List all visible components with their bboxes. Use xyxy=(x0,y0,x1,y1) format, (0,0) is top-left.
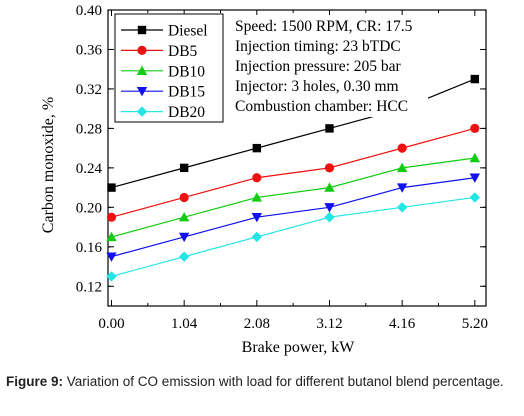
series-db15 xyxy=(106,173,481,262)
data-point-db20 xyxy=(469,192,481,203)
data-point-db5 xyxy=(397,143,407,153)
conditions-annotation: Speed: 1500 RPM, CR: 17.5 Injection timin… xyxy=(232,15,428,117)
data-point-db10 xyxy=(324,182,335,192)
series-layer xyxy=(106,74,481,282)
data-point-db10 xyxy=(251,192,263,202)
legend-label-db20: DB20 xyxy=(168,104,205,121)
data-point-db20 xyxy=(178,251,190,262)
data-point-db15 xyxy=(106,252,117,262)
y-tick-label: 0.32 xyxy=(76,82,102,98)
legend-marker-db5 xyxy=(137,45,147,56)
data-point-diesel xyxy=(179,163,189,173)
x-tick-label: 3.12 xyxy=(316,316,342,332)
legend-label-db15: DB15 xyxy=(168,84,205,101)
legend-label-db10: DB10 xyxy=(168,63,205,80)
data-point-db5 xyxy=(179,192,189,203)
x-axis: 0.00 1.04 2.08 3.12 4.16 5.20 xyxy=(98,10,488,332)
data-point-db15 xyxy=(178,232,190,243)
y-tick-label: 0.40 xyxy=(76,3,102,19)
legend-marker-diesel xyxy=(137,25,147,35)
data-point-db15 xyxy=(324,203,335,213)
y-tick-label: 0.28 xyxy=(76,121,102,137)
series-line-db10 xyxy=(111,157,475,238)
series-line-db20 xyxy=(111,196,475,277)
data-point-db20 xyxy=(324,212,335,223)
legend-label-db5: DB5 xyxy=(168,43,198,60)
annotation-line: Injection timing: 23 bTDC xyxy=(235,38,401,55)
data-point-db20 xyxy=(396,202,408,213)
legend-marker-db10 xyxy=(136,65,148,75)
data-point-db10 xyxy=(106,231,117,242)
legend-label-diesel: Diesel xyxy=(168,23,208,40)
data-point-diesel xyxy=(252,143,262,153)
legend-marker-db15 xyxy=(136,87,148,97)
series-line-db5 xyxy=(111,127,475,218)
data-point-db20 xyxy=(251,231,263,243)
data-point-db10 xyxy=(396,162,408,173)
legend-marker-db20 xyxy=(136,106,148,117)
x-tick-label: 0.00 xyxy=(98,316,124,332)
series-db5 xyxy=(106,123,480,222)
legend-box xyxy=(114,13,224,123)
x-tick-label: 4.16 xyxy=(389,316,416,332)
data-point-diesel xyxy=(107,183,116,192)
annotation-line: Injection pressure: 205 bar xyxy=(235,58,402,75)
y-tick-label: 0.12 xyxy=(76,279,102,295)
caption-text: Variation of CO emission with load for d… xyxy=(63,374,504,389)
data-point-db20 xyxy=(106,271,117,282)
y-tick-label: 0.20 xyxy=(76,200,102,216)
legend: Diesel DB5 DB10 DB15 DB20 xyxy=(114,13,224,123)
data-point-diesel xyxy=(325,124,334,133)
data-point-diesel xyxy=(470,74,480,84)
data-point-db5 xyxy=(106,212,117,222)
y-axis-label: Carbon monoxide, % xyxy=(40,97,57,233)
data-point-db15 xyxy=(396,183,408,193)
series-db10 xyxy=(106,152,481,242)
x-tick-label: 5.20 xyxy=(462,316,488,332)
y-tick-label: 0.36 xyxy=(76,42,103,58)
x-axis-label: Brake power, kW xyxy=(242,339,356,356)
data-point-db15 xyxy=(469,173,481,183)
series-db20 xyxy=(106,192,481,282)
annotation-background xyxy=(232,15,428,117)
plot-frame xyxy=(107,9,487,307)
y-tick-label: 0.24 xyxy=(76,161,103,177)
data-point-db5 xyxy=(324,163,335,173)
data-point-db10 xyxy=(178,212,190,222)
annotation-line: Combustion chamber: HCC xyxy=(235,98,408,115)
caption-label: Figure 9: xyxy=(6,374,64,389)
plot-border xyxy=(107,9,487,307)
data-point-db5 xyxy=(470,123,480,133)
data-point-db5 xyxy=(252,173,262,183)
y-axis: 0.12 0.16 0.20 0.24 0.28 0.32 0.36 0.40 xyxy=(76,3,486,295)
figure-caption: Figure 9: Variation of CO emission with … xyxy=(6,372,518,391)
series-line-db15 xyxy=(111,177,475,258)
data-point-db10 xyxy=(469,152,481,163)
x-tick-label: 2.08 xyxy=(244,316,270,332)
co-emission-chart: 0.12 0.16 0.20 0.24 0.28 0.32 0.36 0.40 0.00 1.0… xyxy=(40,3,488,356)
annotation-line: Injector: 3 holes, 0.30 mm xyxy=(235,78,399,95)
x-tick-label: 1.04 xyxy=(171,316,198,332)
data-point-db15 xyxy=(251,213,263,223)
annotation-line: Speed: 1500 RPM, CR: 17.5 xyxy=(235,18,413,35)
y-tick-label: 0.16 xyxy=(76,240,103,256)
